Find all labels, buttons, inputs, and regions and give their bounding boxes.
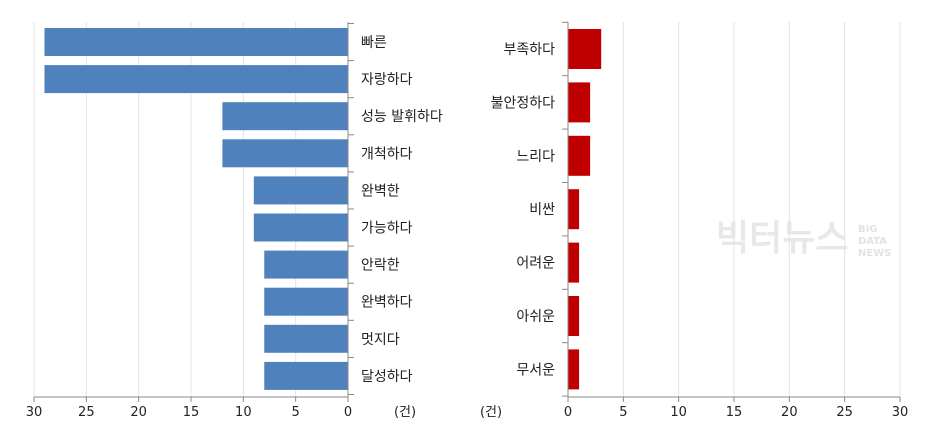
category-label: 비싼 — [529, 202, 555, 218]
bar-8 — [264, 287, 348, 316]
bar-2 — [44, 65, 348, 94]
category-label: 개척하다 — [361, 146, 413, 162]
category-label: 불안정하다 — [491, 95, 556, 111]
bar-10 — [264, 361, 348, 390]
category-label: 부족하다 — [503, 42, 555, 58]
bar-2 — [568, 82, 591, 123]
watermark: 빅터뉴스 BIG DATA NEWS — [716, 218, 891, 259]
category-label: 빠른 — [361, 35, 387, 51]
x-tick-label: 10 — [670, 405, 687, 420]
bar-6 — [253, 213, 348, 242]
x-tick-label: 20 — [781, 405, 798, 420]
bar-1 — [44, 28, 348, 56]
bar-3 — [568, 135, 591, 176]
category-label: 멋지다 — [361, 332, 400, 348]
x-tick-label: 30 — [26, 405, 43, 420]
bar-5 — [568, 242, 580, 283]
category-label: 아쉬운 — [516, 309, 555, 325]
category-label: 달성하다 — [361, 369, 413, 385]
bar-5 — [253, 176, 348, 205]
x-tick-label: 0 — [344, 405, 352, 420]
unit-label: (건) — [480, 405, 502, 420]
bar-6 — [568, 296, 580, 336]
x-tick-label: 10 — [235, 405, 252, 420]
category-label: 느리다 — [516, 149, 555, 165]
bar-7 — [568, 349, 580, 390]
category-label: 안락한 — [361, 258, 400, 274]
watermark-sub-2: DATA — [858, 236, 887, 247]
bar-1 — [568, 29, 602, 69]
bar-7 — [264, 250, 348, 279]
watermark-sub-3: NEWS — [858, 248, 891, 259]
watermark-sub-1: BIG — [858, 224, 878, 235]
unit-label: (건) — [394, 405, 416, 420]
category-label: 완벽한 — [361, 183, 400, 199]
category-label: 가능하다 — [361, 221, 413, 237]
watermark-text: 빅터뉴스 — [716, 218, 848, 259]
x-tick-label: 30 — [892, 405, 909, 420]
x-tick-label: 5 — [619, 405, 627, 420]
x-tick-label: 25 — [836, 405, 853, 420]
x-tick-label: 15 — [726, 405, 743, 420]
bar-4 — [568, 189, 580, 230]
x-tick-label: 25 — [78, 405, 95, 420]
category-label: 자랑하다 — [361, 72, 413, 88]
x-tick-label: 20 — [130, 405, 147, 420]
x-tick-label: 0 — [564, 405, 572, 420]
category-label: 무서운 — [516, 362, 555, 378]
bar-4 — [222, 139, 348, 168]
category-label: 어려운 — [516, 256, 555, 272]
bar-9 — [264, 324, 348, 353]
category-label: 완벽하다 — [361, 295, 413, 311]
category-label: 성능 발휘하다 — [361, 109, 443, 125]
x-tick-label: 15 — [183, 405, 200, 420]
x-tick-label: 5 — [292, 405, 300, 420]
bar-3 — [222, 102, 348, 131]
